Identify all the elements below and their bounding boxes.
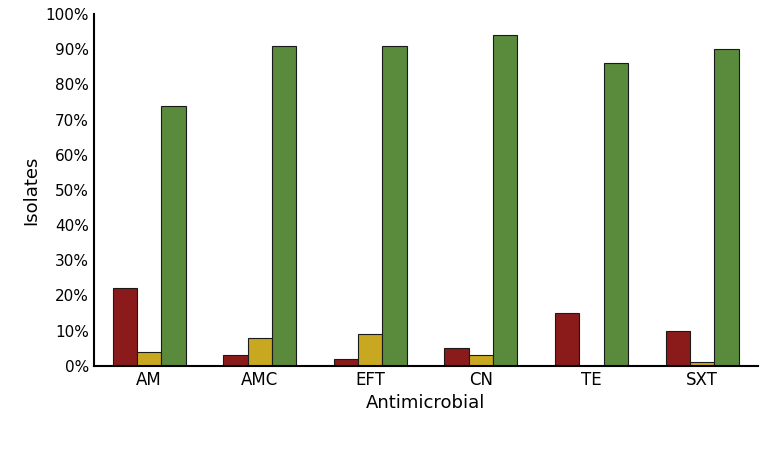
Bar: [161, 106, 186, 366]
Bar: [383, 46, 407, 366]
Bar: [665, 331, 690, 366]
Y-axis label: Isolates: Isolates: [22, 155, 40, 225]
Bar: [715, 49, 739, 366]
Bar: [358, 334, 383, 366]
Bar: [137, 352, 161, 366]
Bar: [248, 338, 272, 366]
Bar: [555, 313, 580, 366]
Bar: [469, 356, 493, 366]
X-axis label: Antimicrobial: Antimicrobial: [366, 394, 485, 412]
Bar: [690, 363, 715, 366]
Bar: [223, 356, 248, 366]
Bar: [272, 46, 296, 366]
Bar: [333, 359, 358, 366]
Bar: [444, 348, 469, 366]
Bar: [493, 35, 518, 366]
Bar: [604, 63, 628, 366]
Bar: [112, 288, 137, 366]
